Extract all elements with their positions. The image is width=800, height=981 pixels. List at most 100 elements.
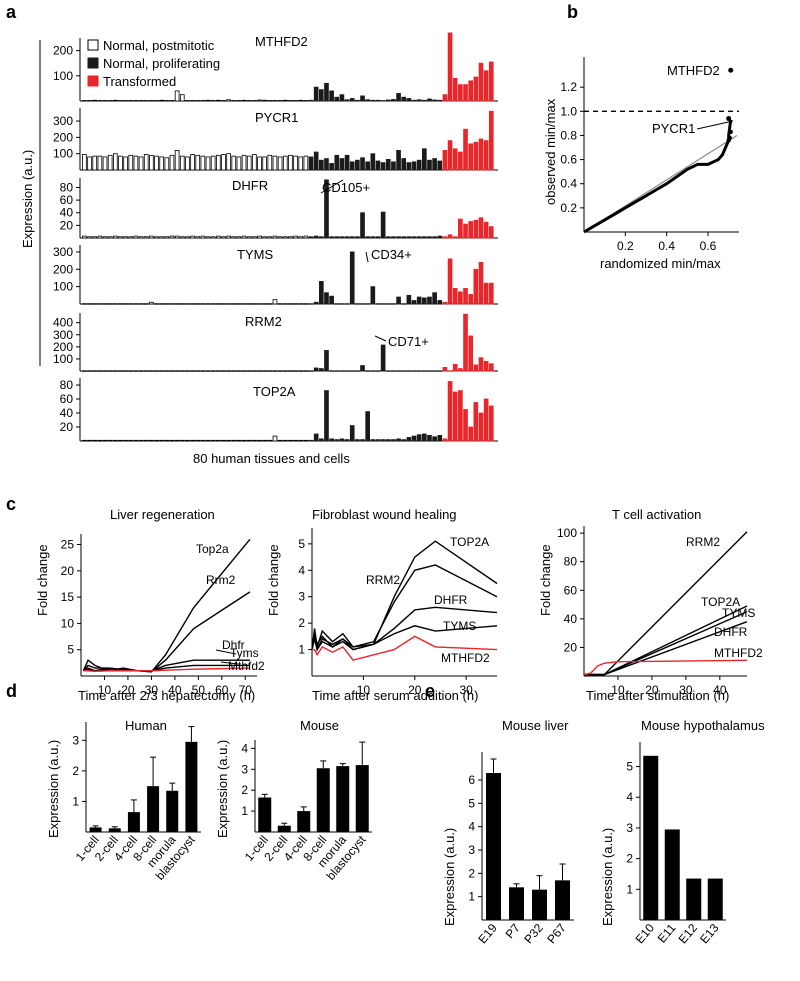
bar (313, 235, 319, 239)
y-tick-label: 3 (72, 733, 79, 747)
bar (200, 235, 206, 239)
bar (221, 439, 226, 442)
bar (154, 439, 159, 442)
series-label: TOP2A (701, 595, 740, 609)
bar (458, 151, 463, 171)
bar (442, 150, 448, 171)
bar (380, 162, 386, 171)
bar (241, 154, 247, 171)
bar (128, 439, 134, 442)
y-tick-label: 2 (298, 616, 305, 630)
bar (396, 150, 401, 171)
bar (195, 100, 201, 102)
data-point (726, 138, 731, 143)
bar (143, 370, 149, 372)
bar (318, 368, 324, 372)
legend-label: Transformed (103, 74, 176, 89)
y-tick-label: 40 (60, 206, 74, 220)
bar (396, 93, 401, 102)
bar (483, 282, 489, 305)
bar (272, 370, 278, 372)
bar (406, 370, 412, 372)
bar (277, 439, 283, 442)
series-line (83, 667, 250, 672)
bar (664, 829, 680, 920)
y-tick-label: 0.4 (560, 177, 577, 191)
bar (344, 303, 350, 305)
bar (298, 156, 304, 171)
bar (138, 370, 144, 372)
bar (262, 439, 267, 442)
bar (179, 236, 185, 239)
bar (92, 99, 98, 102)
bar (87, 370, 92, 372)
bar (195, 370, 201, 372)
bar (421, 297, 427, 305)
bar (123, 156, 128, 171)
bar (107, 154, 113, 171)
bar (380, 211, 386, 239)
bar (282, 99, 288, 102)
bar (432, 292, 437, 305)
bar (334, 96, 340, 102)
bar (349, 425, 355, 442)
bar (257, 370, 262, 372)
bar (128, 154, 134, 171)
bar (246, 236, 252, 239)
bar (190, 100, 195, 102)
bar (226, 99, 231, 102)
bar (303, 235, 309, 239)
bar (215, 99, 221, 102)
bar (200, 370, 206, 372)
y-tick-label: 100 (53, 280, 73, 294)
bar (195, 154, 201, 171)
bar (427, 296, 432, 305)
bar (231, 370, 237, 372)
bar (288, 154, 293, 171)
bar (437, 370, 443, 372)
bar (360, 365, 365, 372)
bar (488, 363, 494, 372)
y-tick-label: 1.0 (560, 104, 577, 118)
y-axis-label: Expression (a.u.) (46, 740, 61, 838)
x-tick-label: 20 (408, 683, 422, 697)
bar (380, 439, 386, 442)
annotation-label: CD71+ (388, 334, 429, 349)
bar (288, 236, 293, 239)
x-tick-label: 40 (168, 683, 182, 697)
bar (210, 370, 216, 372)
x-axis-label: 80 human tissues and cells (193, 451, 350, 466)
bar (221, 370, 226, 372)
bar (391, 370, 396, 372)
bar (107, 370, 113, 372)
bar (463, 409, 468, 442)
bar (190, 370, 195, 372)
bar (380, 303, 386, 305)
bar (488, 405, 494, 442)
bar (447, 32, 453, 102)
bar (293, 100, 298, 102)
bar (293, 439, 298, 442)
y-tick-label: 3 (626, 821, 633, 835)
bar (318, 159, 324, 171)
bar (344, 154, 350, 171)
bar (257, 235, 262, 239)
bar (370, 236, 376, 239)
bar (267, 439, 273, 442)
bar (179, 370, 185, 372)
bar (442, 301, 448, 305)
bar (344, 370, 350, 372)
bar (355, 236, 360, 239)
bar (149, 100, 154, 102)
annotation-label: CD105+ (322, 180, 370, 195)
bar (432, 436, 437, 442)
data-point (728, 129, 733, 135)
bar (355, 159, 360, 171)
y-tick-label: 80 (564, 555, 578, 569)
bar (318, 89, 324, 102)
bar (458, 218, 463, 239)
bar (226, 303, 231, 305)
bar (164, 100, 170, 102)
bar (185, 439, 190, 442)
bar (329, 163, 334, 171)
